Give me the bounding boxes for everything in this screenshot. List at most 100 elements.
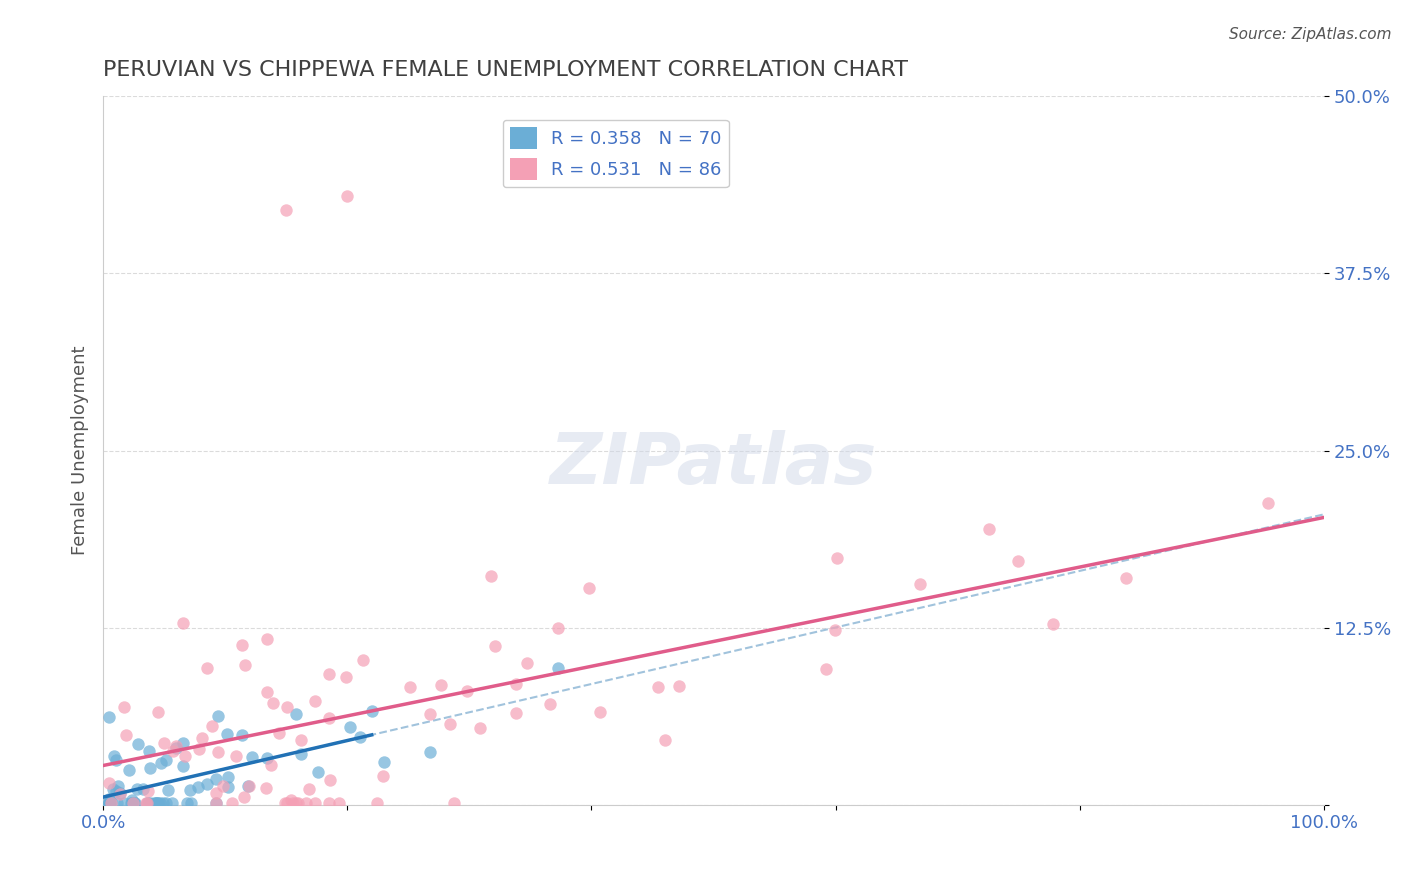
Point [165, 739, 187, 753]
Point [231, 638, 253, 652]
Point [108, 787, 131, 801]
Point [207, 745, 229, 759]
Point [98, 776, 121, 790]
Point [352, 652, 374, 666]
Point [505, 676, 527, 690]
Point [361, 704, 384, 718]
Point [336, 188, 359, 202]
Point [172, 736, 194, 750]
Point [125, 781, 148, 796]
Point [174, 749, 197, 764]
Point [172, 615, 194, 630]
Point [118, 763, 141, 777]
Point [114, 797, 136, 811]
Point [136, 784, 159, 798]
Point [124, 797, 146, 811]
Point [366, 797, 388, 811]
Point [1007, 553, 1029, 567]
Point [157, 783, 180, 797]
Point [254, 781, 277, 796]
Point [443, 797, 465, 811]
Point [547, 621, 569, 635]
Point [280, 793, 302, 807]
Point [165, 740, 187, 755]
Point [479, 568, 502, 582]
Point [547, 661, 569, 675]
Point [298, 782, 321, 797]
Point [139, 797, 162, 811]
Point [259, 757, 281, 772]
Point [107, 797, 129, 811]
Point [98, 797, 121, 811]
Point [276, 202, 298, 217]
Point [233, 658, 256, 673]
Point [115, 728, 138, 742]
Point [98, 797, 121, 811]
Point [172, 758, 194, 772]
Point [589, 705, 612, 719]
Point [484, 640, 506, 654]
Point [307, 764, 329, 779]
Point [180, 797, 202, 811]
Legend: R = 0.358   N = 70, R = 0.531   N = 86: R = 0.358 N = 70, R = 0.531 N = 86 [503, 120, 730, 187]
Point [262, 697, 284, 711]
Point [135, 797, 157, 811]
Point [654, 733, 676, 747]
Point [215, 727, 238, 741]
Point [153, 736, 176, 750]
Point [825, 551, 848, 566]
Point [505, 706, 527, 720]
Point [138, 761, 160, 775]
Point [439, 717, 461, 731]
Point [120, 797, 142, 811]
Point [1257, 495, 1279, 509]
Y-axis label: Female Unemployment: Female Unemployment [72, 346, 89, 556]
Point [269, 726, 291, 740]
Point [318, 797, 340, 811]
Point [1115, 571, 1137, 585]
Point [138, 743, 160, 757]
Point [179, 783, 201, 797]
Point [187, 780, 209, 794]
Point [456, 684, 478, 698]
Point [162, 744, 184, 758]
Point [205, 797, 228, 811]
Point [418, 745, 440, 759]
Point [318, 711, 340, 725]
Point [281, 797, 304, 811]
Point [256, 685, 278, 699]
Point [824, 624, 846, 638]
Point [668, 679, 690, 693]
Point [231, 728, 253, 742]
Point [98, 797, 121, 811]
Point [815, 662, 838, 676]
Point [647, 680, 669, 694]
Point [98, 791, 121, 805]
Point [187, 742, 209, 756]
Point [103, 782, 125, 797]
Point [204, 772, 226, 786]
Point [108, 786, 131, 800]
Point [145, 797, 167, 811]
Point [195, 661, 218, 675]
Point [238, 779, 260, 793]
Point [236, 779, 259, 793]
Point [284, 706, 307, 721]
Point [152, 797, 174, 811]
Point [217, 770, 239, 784]
Point [132, 782, 155, 797]
Point [127, 737, 149, 751]
Point [190, 731, 212, 745]
Point [373, 769, 395, 783]
Point [148, 706, 170, 720]
Point [135, 797, 157, 811]
Point [349, 730, 371, 744]
Point [290, 747, 312, 761]
Point [240, 750, 263, 764]
Point [155, 753, 177, 767]
Point [304, 797, 326, 811]
Point [578, 581, 600, 595]
Point [273, 797, 295, 811]
Point [221, 797, 243, 811]
Point [339, 721, 361, 735]
